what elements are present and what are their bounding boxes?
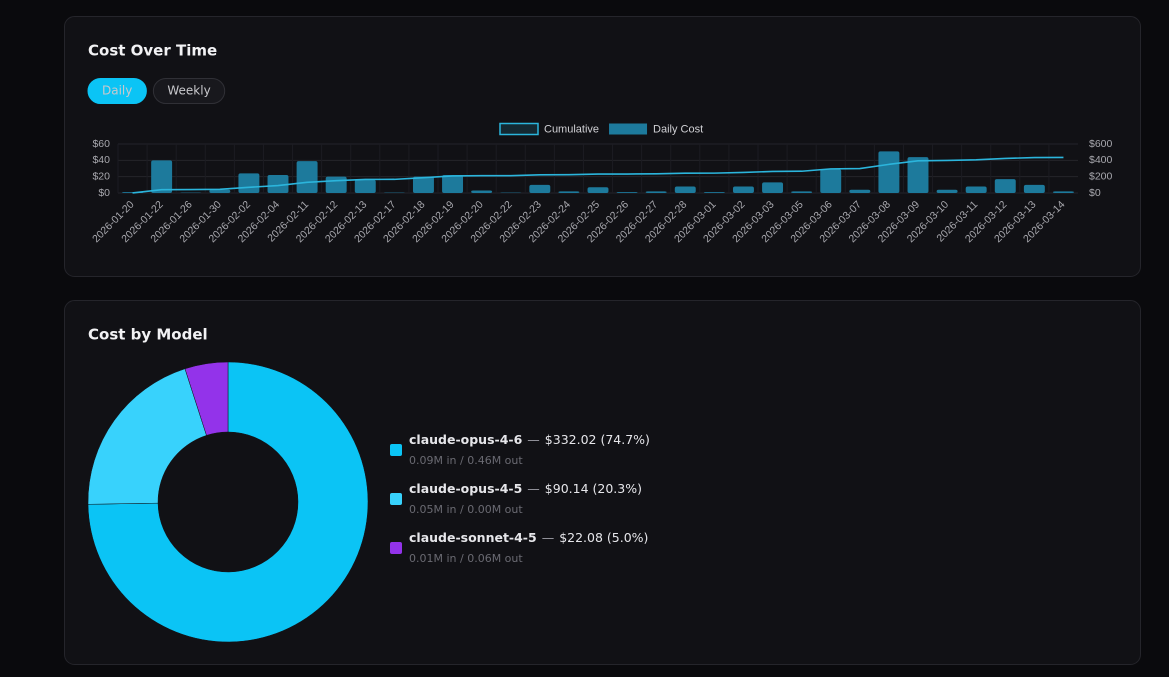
separator: — (527, 432, 540, 447)
legend-label: claude-sonnet-4-5 — $22.08 (5.0%) (409, 530, 648, 545)
y-tick-label: $20 (92, 170, 110, 182)
separator: — (527, 481, 540, 496)
toggle-button[interactable] (87, 78, 147, 104)
bar (965, 186, 987, 193)
bar (558, 191, 580, 193)
bar (587, 187, 609, 193)
bar (674, 186, 696, 193)
toggle-button[interactable] (152, 78, 226, 104)
model-name: claude-sonnet-4-5 (409, 530, 537, 545)
legend-label: Cumulative (544, 123, 599, 135)
y2-tick-label: $0 (1089, 187, 1101, 199)
token-detail: 0.05M in / 0.00M out (409, 503, 523, 516)
bar (471, 190, 493, 193)
bar (1052, 191, 1074, 193)
bar (325, 176, 347, 193)
y-tick-label: $60 (92, 138, 110, 150)
legend-swatch (390, 542, 402, 554)
pie-slice (87, 368, 207, 505)
bar (151, 160, 173, 193)
bar (820, 169, 842, 193)
bar (616, 192, 638, 193)
token-detail: 0.09M in / 0.46M out (409, 454, 523, 467)
separator: — (542, 530, 555, 545)
model-name: claude-opus-4-6 (409, 432, 523, 447)
value-label: $22.08 (5.0%) (559, 530, 648, 545)
bar (878, 151, 900, 193)
bar (1023, 184, 1045, 193)
y2-tick-label: $200 (1089, 170, 1113, 182)
legend-swatch (390, 493, 402, 505)
legend-swatch (390, 444, 402, 456)
bar (238, 173, 260, 193)
panel-title: Cost by Model (88, 326, 208, 344)
legend-swatch (609, 123, 648, 135)
bar (209, 189, 231, 193)
y2-tick-label: $600 (1089, 138, 1113, 150)
y-tick-label: $40 (92, 154, 110, 166)
bar (645, 191, 667, 193)
bar (442, 175, 464, 193)
toggle-label[interactable]: Daily (102, 84, 132, 98)
toggle-label[interactable]: Weekly (167, 84, 210, 98)
legend-label: claude-opus-4-6 — $332.02 (74.7%) (409, 432, 650, 447)
pie-slice (184, 361, 229, 436)
model-name: claude-opus-4-5 (409, 481, 522, 496)
legend-label: Daily Cost (653, 123, 703, 135)
bar (791, 191, 813, 193)
bar (296, 161, 318, 193)
token-detail: 0.01M in / 0.06M out (409, 552, 523, 565)
bar (994, 179, 1016, 193)
y-tick-label: $0 (98, 187, 110, 199)
panel-title: Cost Over Time (88, 42, 217, 60)
panel (64, 16, 1141, 277)
value-label: $332.02 (74.7%) (545, 432, 650, 447)
y2-tick-label: $400 (1089, 154, 1113, 166)
bar (732, 186, 754, 193)
bar (529, 184, 551, 193)
bar (907, 157, 929, 193)
bar (354, 179, 376, 193)
bar (267, 175, 289, 193)
legend-label: claude-opus-4-5 — $90.14 (20.3%) (409, 481, 642, 496)
line (132, 156, 1064, 194)
bar (762, 182, 784, 193)
value-label: $90.14 (20.3%) (545, 481, 642, 496)
bar (412, 176, 434, 193)
pie-slice (87, 361, 369, 643)
bar (849, 189, 871, 193)
legend-swatch (499, 122, 539, 136)
bar (703, 192, 725, 193)
bar (936, 189, 958, 193)
